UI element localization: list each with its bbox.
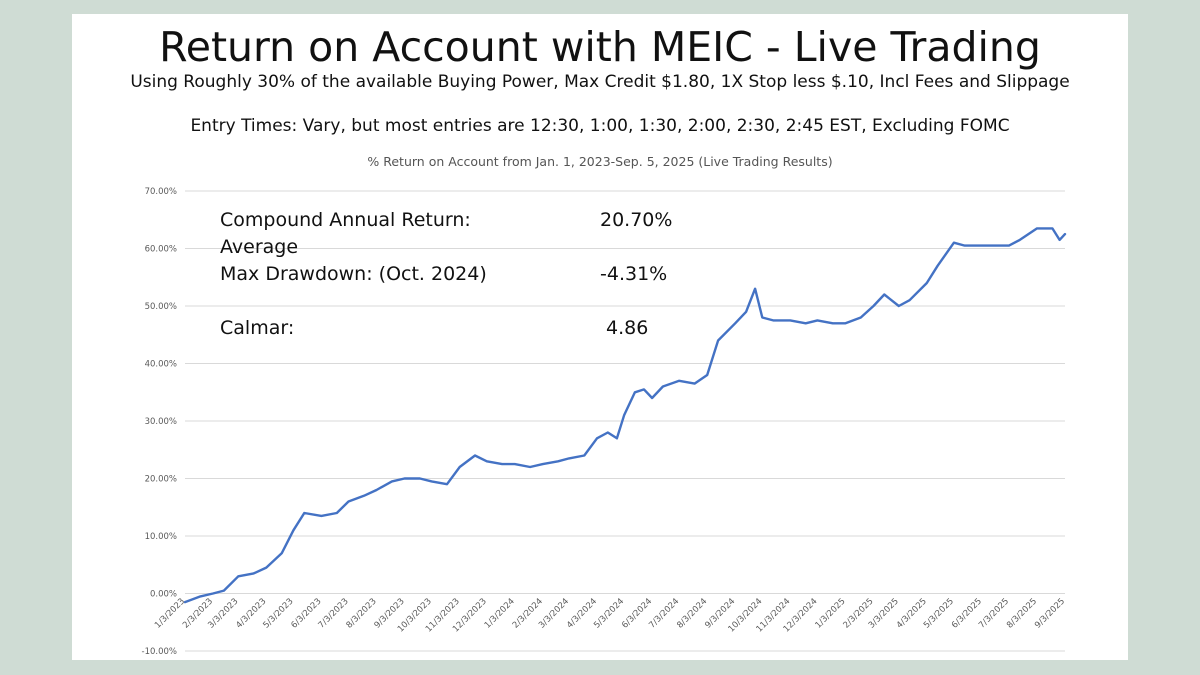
slide-title: Return on Account with MEIC - Live Tradi… bbox=[159, 23, 1041, 71]
y-tick-label: -10.00% bbox=[142, 647, 177, 657]
stats-box: Compound Annual Return: Average 20.70% M… bbox=[220, 207, 690, 369]
series-line bbox=[183, 227, 1067, 604]
stat-row-calmar: Calmar: 4.86 bbox=[220, 315, 690, 369]
y-tick-label: 10.00% bbox=[145, 532, 177, 542]
y-tick-label: 40.00% bbox=[145, 360, 177, 370]
y-tick-label: 0.00% bbox=[150, 590, 177, 600]
chart-series bbox=[183, 227, 1067, 604]
slide: Return on Account with MEIC - Live Tradi… bbox=[72, 14, 1128, 660]
x-axis-tick-labels: 1/3/20232/3/20233/3/20234/3/20235/3/2023… bbox=[153, 597, 1067, 635]
line-chart: -10.00% 0.00% 10.00% 20.00% 30.00% 40.00% 50.0… bbox=[142, 187, 1068, 657]
y-tick-label: 20.00% bbox=[145, 475, 177, 485]
y-tick-label: 30.00% bbox=[145, 417, 177, 427]
slide-subtitle: Using Roughly 30% of the available Buyin… bbox=[130, 72, 1070, 92]
y-axis-tick-labels: -10.00% 0.00% 10.00% 20.00% 30.00% 40.00% 50.0… bbox=[142, 187, 177, 657]
y-tick-label: 70.00% bbox=[145, 187, 177, 197]
stat-label-calmar: Calmar: bbox=[220, 317, 295, 339]
x-tick-label: 9/3/2025 bbox=[1033, 597, 1067, 631]
entry-times-text: Entry Times: Vary, but most entries are … bbox=[190, 116, 1010, 136]
y-tick-label: 60.00% bbox=[145, 245, 177, 255]
chart-gridlines bbox=[185, 190, 1065, 652]
stat-row-drawdown: Max Drawdown: (Oct. 2024) -4.31% bbox=[220, 261, 690, 315]
stat-value-calmar: 4.86 bbox=[606, 317, 649, 339]
chart-title: % Return on Account from Jan. 1, 2023-Se… bbox=[367, 154, 833, 169]
y-tick-label: 50.00% bbox=[145, 302, 177, 312]
stat-label-drawdown: Max Drawdown: (Oct. 2024) bbox=[220, 263, 487, 285]
stat-value-car: 20.70% bbox=[600, 209, 673, 231]
stat-value-drawdown: -4.31% bbox=[600, 263, 668, 285]
stat-label-car: Compound Annual Return: Average bbox=[220, 209, 471, 258]
stat-row-car: Compound Annual Return: Average 20.70% bbox=[220, 207, 690, 261]
